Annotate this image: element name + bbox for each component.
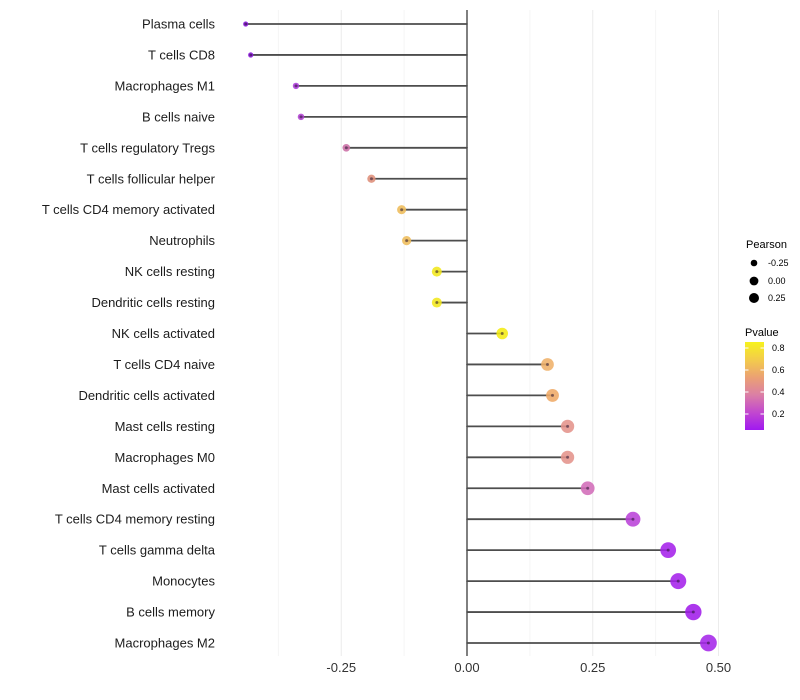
- lollipop-dot-core: [435, 270, 439, 274]
- y-axis-label: Macrophages M1: [115, 78, 215, 93]
- y-axis-label: T cells CD4 memory activated: [42, 202, 215, 217]
- y-axis-label: B cells memory: [126, 605, 215, 620]
- lollipop-dot-core: [500, 332, 504, 335]
- lollipop-dot-core: [586, 486, 590, 490]
- y-axis-label: T cells regulatory Tregs: [80, 140, 215, 155]
- y-axis-label: NK cells activated: [112, 326, 215, 341]
- lollipop-dot-core: [706, 641, 710, 645]
- y-axis-label: Dendritic cells activated: [78, 388, 215, 403]
- lollipop-dot-core: [631, 517, 635, 521]
- y-axis-label: Plasma cells: [142, 17, 215, 32]
- legend-pvalue-label: 0.6: [772, 365, 785, 375]
- y-axis-label: Neutrophils: [149, 233, 215, 248]
- y-axis-label: Dendritic cells resting: [91, 295, 215, 310]
- lollipop-dot-core: [551, 393, 555, 397]
- legend-size-dot: [749, 276, 759, 286]
- y-axis-label: Macrophages M0: [115, 450, 215, 465]
- lollipop-dot-core: [676, 579, 680, 583]
- lollipop-dot-core: [299, 115, 303, 119]
- lollipop-dot-core: [435, 301, 439, 305]
- lollipop-dot-core: [566, 455, 570, 459]
- y-axis-label: Mast cells resting: [115, 419, 215, 434]
- legend-pvalue-title: Pvalue: [745, 327, 779, 339]
- legend-size-label: -0.25: [768, 258, 789, 268]
- lollipop-dot-core: [691, 610, 695, 614]
- legend-pearson-title: Pearson: [746, 239, 787, 251]
- y-axis-label: T cells follicular helper: [87, 171, 216, 186]
- lollipop-dot-core: [666, 548, 670, 552]
- lollipop-dot-core: [405, 239, 409, 243]
- lollipop-dot-core: [294, 84, 298, 88]
- lollipop-dot-core: [344, 146, 348, 150]
- x-axis-tick-label: 0.25: [580, 660, 605, 675]
- lollipop-dot-core: [400, 208, 404, 212]
- x-axis-tick-label: -0.25: [326, 660, 356, 675]
- x-axis-tick-label: 0.00: [454, 660, 479, 675]
- y-axis-label: B cells naive: [142, 109, 215, 124]
- legend-size-label: 0.00: [768, 276, 786, 286]
- legend-pvalue-label: 0.8: [772, 343, 785, 353]
- legend-size-dot: [749, 293, 759, 303]
- lollipop-dot-core: [244, 22, 248, 26]
- y-axis-label: T cells CD4 memory resting: [55, 512, 215, 527]
- legend-size-dot: [750, 259, 758, 267]
- y-axis-label: Macrophages M2: [115, 636, 215, 651]
- legend-pvalue-label: 0.2: [772, 409, 785, 419]
- lollipop-dot-core: [249, 53, 253, 57]
- lollipop-dot-core: [369, 177, 373, 181]
- y-axis-label: T cells gamma delta: [99, 543, 216, 558]
- y-axis-label: NK cells resting: [125, 264, 215, 279]
- y-axis-label: T cells CD8: [148, 47, 215, 62]
- lollipop-dot-core: [545, 362, 549, 366]
- y-axis-label: Mast cells activated: [102, 481, 215, 496]
- y-axis-label: Monocytes: [152, 574, 215, 589]
- legend-pvalue-label: 0.4: [772, 387, 785, 397]
- pvalue-gradient-bar: [745, 342, 764, 430]
- lollipop-dot-core: [566, 424, 570, 428]
- x-axis-tick-label: 0.50: [706, 660, 731, 675]
- legend-size-label: 0.25: [768, 293, 786, 303]
- y-axis-label: T cells CD4 naive: [113, 357, 215, 372]
